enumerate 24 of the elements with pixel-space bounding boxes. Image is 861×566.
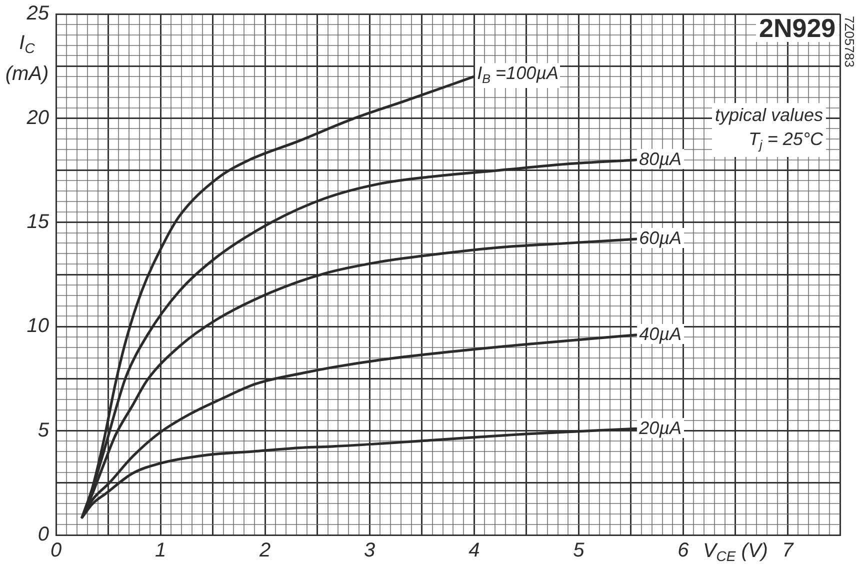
y-tick-label: 10 [26,315,49,338]
series-label: 20µA [637,418,684,438]
chart-title: 2N929 [756,13,839,43]
y-tick-label: 25 [26,2,50,25]
x-tick-label: 1 [154,540,166,562]
x-tick-label: 4 [468,540,480,562]
y-tick-label: 20 [26,106,49,129]
y-tick-label: 5 [38,419,50,442]
annotation: T$_{j}$ = 25°C [748,128,824,154]
series-label: 40µA [637,324,684,344]
x-tick-label: 3 [364,540,376,562]
x-axis-title: V$_{CE}$ (V) [702,540,768,566]
x-tick-label: 6 [678,540,690,562]
series-label: I$_{B}$ =100µA [475,62,560,88]
series-label: 80µA [637,148,684,169]
y-tick-label: 15 [26,210,50,233]
x-tick-label: 2 [258,540,271,562]
y-axis-title: I$_{C}$ (mA) [4,31,50,88]
x-tick-label: 5 [573,540,586,562]
x-tick-label: 7 [782,540,794,562]
text: 7Z05783 [842,16,857,68]
series-label: 60µA [637,228,684,248]
y-tick-label: 0 [38,524,49,546]
annotation: typical values [715,104,824,127]
